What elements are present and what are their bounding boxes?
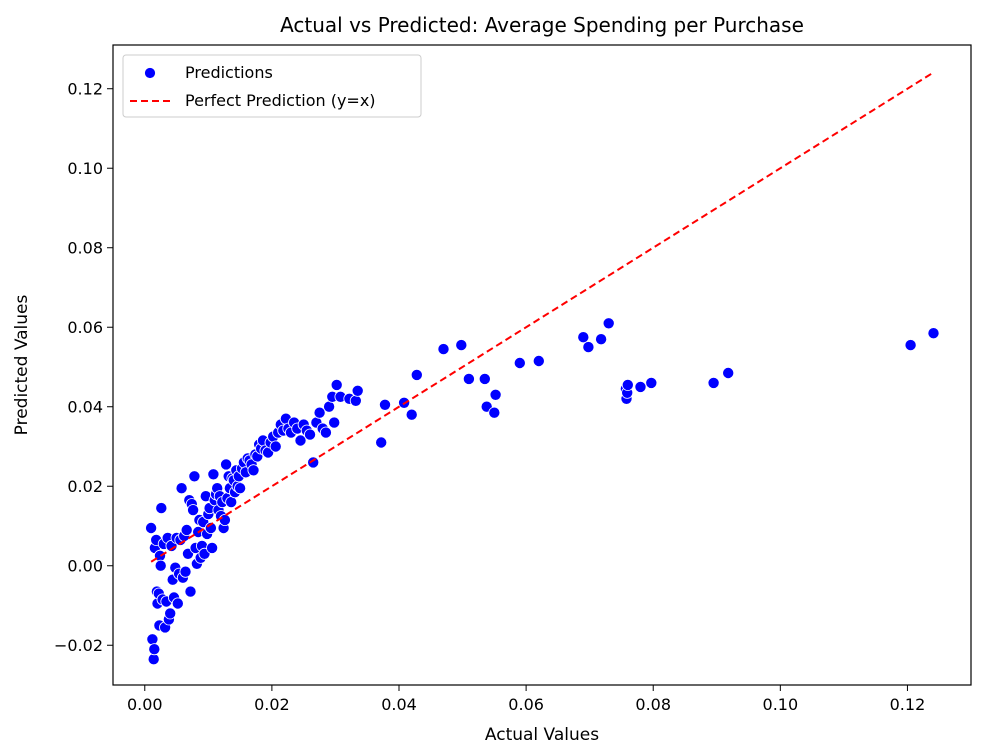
data-point	[349, 394, 362, 407]
data-point	[405, 408, 418, 421]
data-point	[904, 339, 917, 352]
data-point	[188, 470, 201, 483]
data-point	[577, 331, 590, 344]
y-tick-label: 0.10	[67, 159, 103, 178]
legend-marker-predictions	[144, 67, 156, 79]
legend-label-perfect-prediction: Perfect Prediction (y=x)	[185, 91, 376, 110]
data-point	[462, 372, 475, 385]
data-point	[206, 541, 219, 554]
data-point	[595, 333, 608, 346]
data-point	[634, 380, 647, 393]
y-tick-label: 0.04	[67, 398, 103, 417]
data-point	[410, 368, 423, 381]
data-point	[328, 416, 341, 429]
data-point	[489, 388, 502, 401]
data-point	[180, 524, 193, 537]
x-tick-label: 0.10	[763, 695, 799, 714]
data-point	[154, 559, 167, 572]
legend-label-predictions: Predictions	[185, 63, 273, 82]
data-point	[155, 502, 168, 515]
data-point	[323, 400, 336, 413]
data-point	[175, 482, 188, 495]
data-point	[171, 597, 184, 610]
legend: Predictions Perfect Prediction (y=x)	[122, 54, 422, 118]
data-point	[234, 482, 247, 495]
data-point	[148, 643, 161, 656]
data-point	[488, 406, 501, 419]
data-point	[707, 376, 720, 389]
data-point	[532, 354, 545, 367]
data-point	[455, 339, 468, 352]
data-point	[179, 565, 192, 578]
data-point	[187, 504, 200, 517]
data-point	[621, 378, 634, 391]
perfect-prediction-line	[150, 71, 935, 563]
data-point	[307, 456, 320, 469]
plot-frame	[112, 44, 972, 686]
data-point	[147, 653, 160, 666]
data-point	[602, 317, 615, 330]
x-tick-label: 0.12	[890, 695, 926, 714]
y-tick-label: 0.06	[67, 318, 103, 337]
y-tick-label: −0.02	[54, 636, 103, 655]
x-tick-label: 0.02	[254, 695, 290, 714]
data-point	[351, 384, 364, 397]
y-axis-title: Predicted Values	[12, 294, 32, 435]
data-point	[313, 406, 326, 419]
data-point	[319, 426, 332, 439]
data-point	[478, 372, 491, 385]
x-tick-label: 0.06	[508, 695, 544, 714]
reference-line-layer	[150, 71, 935, 563]
data-point	[247, 464, 260, 477]
y-tick-label: 0.00	[67, 557, 103, 576]
x-tick-label: 0.04	[381, 695, 417, 714]
data-point	[303, 428, 316, 441]
x-axis-title: Actual Values	[485, 725, 599, 745]
data-point	[378, 398, 391, 411]
data-point	[375, 436, 388, 449]
y-axis-ticks: −0.02 0.00 0.02 0.04 0.06 0.08 0.10 0.12	[54, 80, 113, 655]
x-tick-label: 0.08	[635, 695, 671, 714]
x-axis-ticks: 0.00 0.02 0.04 0.06 0.08 0.10 0.12	[127, 685, 925, 714]
x-tick-label: 0.00	[127, 695, 163, 714]
data-point	[207, 468, 220, 481]
data-point	[722, 366, 735, 379]
data-point	[330, 378, 343, 391]
data-point	[164, 607, 177, 620]
data-point	[145, 522, 158, 535]
data-point	[218, 514, 231, 527]
data-point	[582, 341, 595, 354]
legend-box	[122, 54, 422, 118]
y-tick-label: 0.08	[67, 239, 103, 258]
data-point	[294, 434, 307, 447]
data-point	[220, 458, 233, 471]
chart-title: Actual vs Predicted: Average Spending pe…	[280, 13, 804, 37]
data-point	[437, 343, 450, 356]
y-tick-label: 0.12	[67, 80, 103, 99]
data-point	[513, 356, 526, 369]
data-point	[645, 376, 658, 389]
y-tick-label: 0.02	[67, 477, 103, 496]
data-point	[146, 633, 159, 646]
data-point	[269, 440, 282, 453]
data-point	[184, 585, 197, 598]
data-point	[927, 327, 940, 340]
